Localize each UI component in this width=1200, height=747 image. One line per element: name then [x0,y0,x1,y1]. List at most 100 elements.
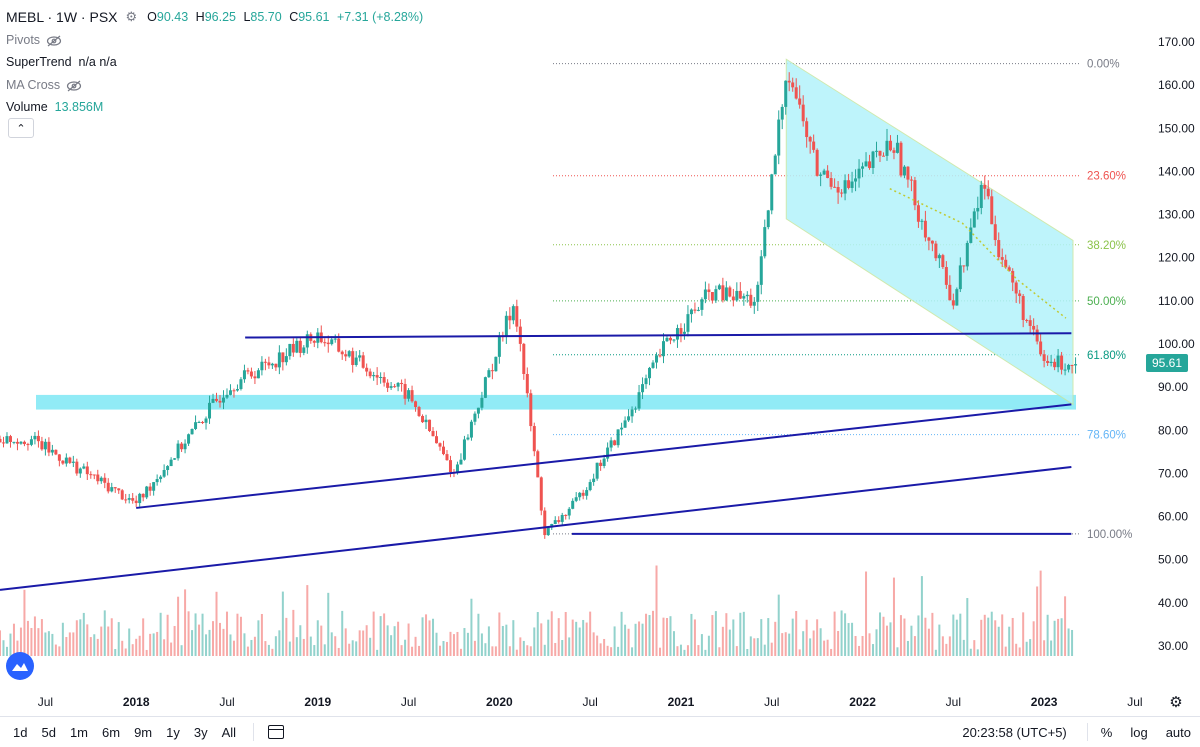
last-price-label: 95.61 [1152,356,1182,370]
candle-body [54,449,58,455]
volume-bar [990,611,993,656]
candle-body [651,362,655,368]
range-1m[interactable]: 1m [69,724,88,740]
candle-body [648,367,652,379]
range-9m[interactable]: 9m [134,724,153,740]
candle-body [337,338,341,352]
indicator-ma-cross[interactable]: MA Cross [6,74,423,97]
volume-bar [135,638,138,656]
candle-body [288,343,292,357]
volume-bar [225,611,228,656]
candle-body [180,443,184,450]
price-chart[interactable]: 0.00% 23.60% 38.20% 50.00% 61.80% 78.60% 100.0… [0,0,1200,716]
settings-icon[interactable]: ⚙ [125,9,138,24]
volume-bar [166,614,169,656]
candle-body [557,520,561,522]
candle-body [99,477,103,482]
price-tick-label: 120.00 [1158,251,1195,265]
axis-settings-icon[interactable]: ⚙ [1169,694,1182,711]
candle-body [1000,257,1004,260]
candle-body [462,439,466,460]
candle-body [696,309,700,311]
volume-bar [697,645,700,656]
volume-bar [442,641,445,656]
range-5d[interactable]: 5d [41,724,56,740]
candle-body [871,151,875,168]
fib-level-label: 38.20% [1087,240,1126,252]
volume-bar [858,645,861,656]
hidden-eye-icon[interactable] [66,78,82,92]
candle-body [428,419,432,432]
candle-body [291,343,295,353]
auto-toggle[interactable]: auto [1165,724,1191,740]
volume-bar [435,632,438,656]
fib-level-label: 61.80% [1087,350,1126,362]
candle-body [578,492,582,498]
ohlc-values: O90.43 H96.25 L85.70 C95.61 +7.31 (+8.28… [147,10,424,24]
candle-body [145,486,149,498]
candle-body [61,460,65,464]
time-tick-label: 2018 [123,695,150,709]
candle-body [270,363,274,366]
volume-bar [473,640,476,656]
candle-body [770,174,774,211]
candle-body [609,440,613,448]
indicator-supertrend[interactable]: SuperTrend n/a n/a [6,55,117,69]
symbol-title[interactable]: MEBL · 1W · PSX [6,9,118,25]
candle-body [508,315,512,321]
indicator-pivots[interactable]: Pivots [6,29,423,52]
range-1y[interactable]: 1y [166,724,180,740]
volume-bar [816,619,819,656]
candle-body [909,179,913,181]
indicator-volume[interactable]: Volume 13.856M [6,100,104,114]
range-all[interactable]: All [221,724,237,740]
volume-bar [466,632,469,656]
range-1d[interactable]: 1d [13,724,28,740]
volume-bar [309,636,312,656]
volume-bar [599,643,602,656]
time-tick-label: 2022 [849,695,876,709]
calendar-icon[interactable] [268,725,285,739]
candle-body [1011,270,1015,283]
volume-bar [959,613,962,656]
candle-body [5,436,9,444]
range-6m[interactable]: 6m [102,724,121,740]
candle-body [96,474,100,482]
volume-bar [68,632,71,656]
volume-bar [138,635,141,656]
candle-body [221,397,225,403]
candle-body [263,361,267,363]
candle-body [808,137,812,142]
hidden-eye-icon[interactable] [46,33,62,47]
volume-bar [337,647,340,656]
price-tick-label: 140.00 [1158,164,1195,178]
price-tick-label: 90.00 [1158,380,1188,394]
candle-body [857,168,861,179]
volume-bar [1050,640,1053,656]
candle-body [305,334,309,348]
price-tick-label: 110.00 [1158,294,1194,308]
volume-bar [578,627,581,656]
percent-toggle[interactable]: % [1100,724,1113,740]
volume-bar [798,649,801,656]
volume-bar [679,644,682,656]
candle-body [763,227,767,257]
candle-body [529,393,533,427]
candle-body [71,461,75,463]
tradingview-logo[interactable] [6,652,34,680]
clock-display[interactable]: 20:23:58 (UTC+5) [962,724,1067,740]
volume-bar [617,646,620,656]
volume-bar [659,647,662,656]
candle-body [745,294,749,297]
volume-bar [428,620,431,656]
collapse-legend-button[interactable]: ⌃ [8,118,34,138]
time-tick-label: Jul [764,695,779,709]
volume-bar [882,616,885,656]
range-3y[interactable]: 3y [193,724,208,740]
log-toggle[interactable]: log [1130,724,1148,740]
candle-body [1070,364,1074,366]
volume-bar [910,625,913,656]
candle-body [466,437,470,440]
volume-bar [543,644,546,656]
volume-bar [994,620,997,656]
